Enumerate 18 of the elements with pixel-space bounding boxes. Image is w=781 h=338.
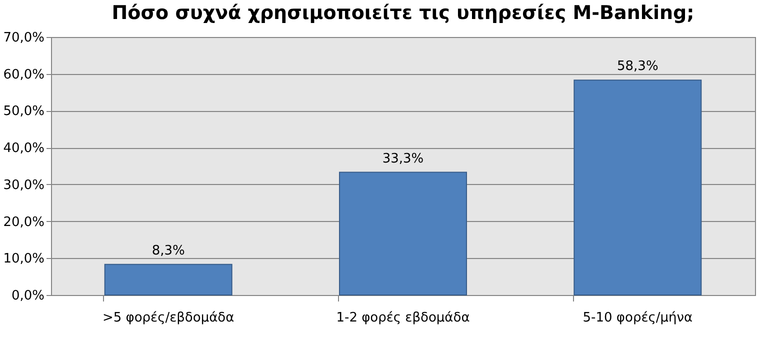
y-tick-label: 50,0% <box>3 104 44 120</box>
x-tick-label: >5 φορές/εβδομάδα <box>102 310 234 326</box>
y-tick-label: 30,0% <box>3 178 44 193</box>
chart-title: Πόσο συχνά χρησιμοποιείτε τις υπηρεσίες M-Banking; <box>112 2 694 24</box>
y-tick-label: 20,0% <box>3 214 44 230</box>
bar <box>104 264 232 296</box>
data-label: 33,3% <box>382 151 424 166</box>
y-tick-label: 40,0% <box>3 141 44 156</box>
x-tick-label: 1-2 φορές εβδομάδα <box>336 310 470 326</box>
y-tick-label: 60,0% <box>3 67 44 82</box>
y-tick-label: 70,0% <box>3 30 44 46</box>
data-label: 8,3% <box>152 243 185 258</box>
x-tick-label: 5-10 φορές/μήνα <box>582 310 693 326</box>
bar <box>574 80 702 296</box>
y-tick-label: 10,0% <box>3 252 44 267</box>
y-tick-label: 0,0% <box>11 288 44 304</box>
data-label: 58,3% <box>617 59 658 74</box>
bar <box>339 172 467 296</box>
